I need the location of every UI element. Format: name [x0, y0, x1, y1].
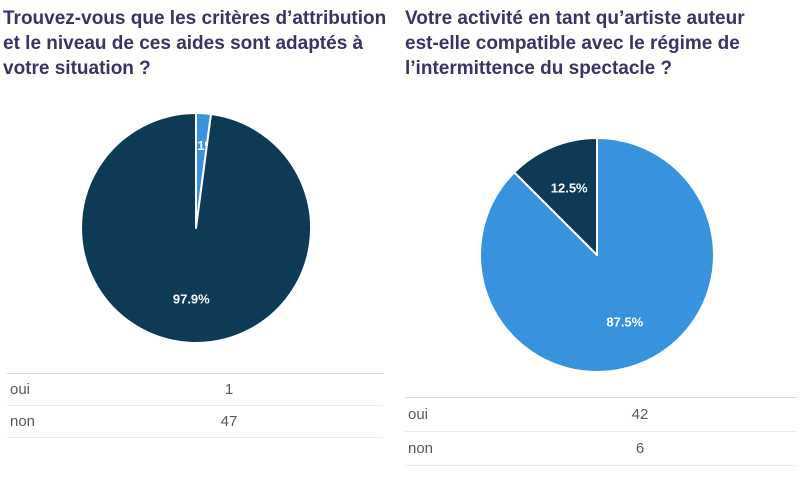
- row-value: 42: [631, 406, 649, 423]
- row-label: oui: [408, 406, 429, 423]
- pie-chart-intermittence: 87.5% 12.5%: [479, 137, 715, 373]
- row-value: 6: [635, 440, 645, 457]
- pie-slice-non: [513, 137, 598, 256]
- results-table: oui 42 non 6: [405, 397, 797, 466]
- row-value: 47: [220, 413, 238, 430]
- table-row: non 47: [7, 406, 383, 438]
- row-value: 1: [224, 381, 234, 398]
- results-table: oui 1 non 47: [7, 373, 383, 438]
- row-label: non: [408, 440, 434, 457]
- table-row: oui 42: [405, 398, 797, 432]
- pie-percent-label: 97.9%: [173, 292, 210, 307]
- pie-percent-label: 12.5%: [551, 181, 588, 196]
- pie-percent-label: 87.5%: [606, 315, 643, 330]
- pie-slice-non: [80, 112, 313, 344]
- row-label: non: [10, 413, 36, 430]
- pie-chart-criteres: 2.1%97.9%: [80, 111, 313, 344]
- table-row: non 6: [405, 432, 797, 466]
- chart-title: Votre activité en tant qu’artiste auteur…: [405, 8, 745, 79]
- table-row: oui 1: [7, 374, 383, 406]
- chart-title: Trouvez-vous que les critères d’attribut…: [3, 8, 387, 79]
- row-label: oui: [10, 381, 31, 398]
